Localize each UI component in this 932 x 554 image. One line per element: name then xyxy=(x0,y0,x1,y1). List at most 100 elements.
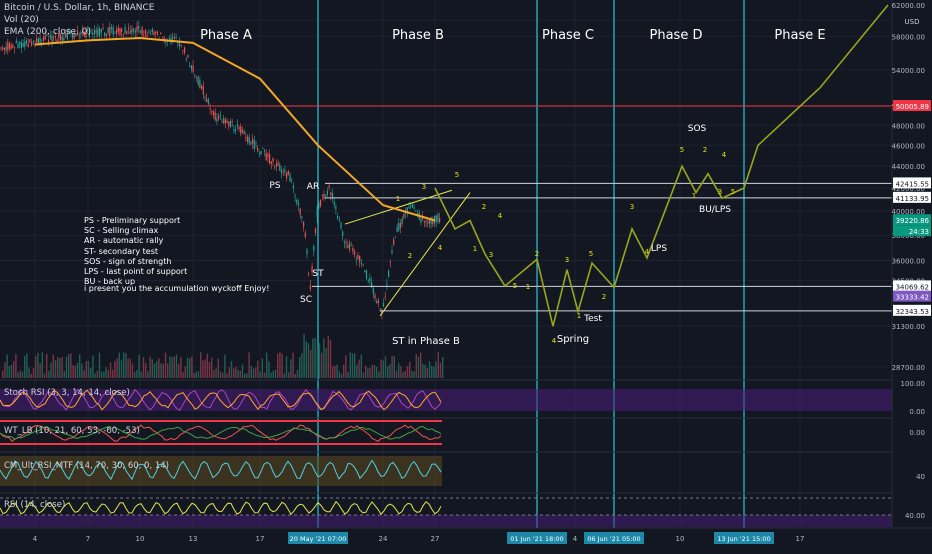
candle-body xyxy=(299,208,301,215)
candle-body xyxy=(350,244,352,246)
rsi-band xyxy=(0,515,892,527)
candle-body xyxy=(66,32,68,39)
volume-bar xyxy=(193,373,195,378)
candle-body xyxy=(144,29,147,34)
volume-bar xyxy=(376,366,378,378)
candle-body xyxy=(223,117,225,124)
candle-body xyxy=(393,239,395,245)
volume-bar xyxy=(400,366,402,378)
stoch-d xyxy=(0,389,442,411)
volume-bar xyxy=(433,366,435,378)
candle-body xyxy=(2,47,4,50)
candle-body xyxy=(78,34,80,37)
candle-body xyxy=(5,46,7,52)
wyckoff-label: LPS xyxy=(651,244,667,254)
candle-body xyxy=(435,215,437,223)
price-axis[interactable]: USD62000.0058000.0054000.0050000.0048000… xyxy=(891,0,932,550)
volume-bar xyxy=(123,352,125,378)
volume-bar xyxy=(222,372,224,378)
candle-body xyxy=(184,47,186,53)
candle-body xyxy=(192,65,194,73)
volume-bar xyxy=(65,356,68,378)
volume-bar xyxy=(57,356,59,378)
candle-body xyxy=(328,185,330,188)
candle-body xyxy=(367,280,369,282)
candle-body xyxy=(182,49,184,51)
cm-rsi-fill xyxy=(0,456,442,486)
candle-body xyxy=(279,164,281,171)
date-badge-text: 06 Jun '21 05:00 xyxy=(587,535,640,543)
candle-body xyxy=(253,140,255,149)
candle-body xyxy=(163,37,165,40)
candle-body xyxy=(398,223,400,231)
volume-bar xyxy=(323,338,325,378)
volume-bar xyxy=(395,370,398,378)
wave-number: 5 xyxy=(589,250,593,258)
volume-bar xyxy=(125,353,127,378)
volume-bar xyxy=(131,363,134,378)
volume-bar xyxy=(299,356,301,378)
candle-body xyxy=(134,30,136,33)
wave-number: 4 xyxy=(438,244,443,252)
candle-body xyxy=(155,31,157,33)
candle-body xyxy=(97,28,99,36)
volume-bar xyxy=(417,356,420,378)
volume-bar xyxy=(169,356,171,378)
volume-bar xyxy=(351,353,354,378)
volume-bar xyxy=(120,359,123,378)
stoch-rsi-label: Stoch RSI (3, 3, 14, 14, close) xyxy=(4,388,130,398)
candle-body xyxy=(214,112,216,120)
candle-body xyxy=(51,36,53,42)
volume-bar xyxy=(303,333,305,378)
volume-bar xyxy=(24,355,26,378)
wyckoff-label: AR xyxy=(307,182,319,192)
candle-body xyxy=(25,40,28,44)
candle-body xyxy=(323,194,325,199)
phase-label: Phase A xyxy=(200,28,252,43)
candle-body xyxy=(15,40,17,44)
candle-body xyxy=(432,219,434,225)
volume-bar xyxy=(54,360,57,378)
volume-bar xyxy=(103,371,105,378)
volume-bar xyxy=(195,371,197,378)
candle-body xyxy=(399,223,402,228)
candle-body xyxy=(382,303,385,307)
volume-bar xyxy=(213,369,215,378)
phase-labels: Phase A Phase B Phase C Phase D Phase E xyxy=(200,28,826,43)
volume-bar xyxy=(167,363,169,378)
price-tick: 42000.00 xyxy=(892,185,925,193)
candle-body xyxy=(423,220,425,223)
candle-body xyxy=(320,200,322,206)
volume-bars xyxy=(2,333,444,378)
candle-body xyxy=(246,136,249,142)
volume-bar xyxy=(248,352,250,378)
candle-body xyxy=(150,33,152,35)
candle-body xyxy=(377,300,379,304)
volume-bar xyxy=(402,372,404,378)
candle-body xyxy=(104,32,106,36)
volume-bar xyxy=(294,373,296,378)
candle-body xyxy=(73,33,75,39)
volume-bar xyxy=(48,370,50,378)
candle-body xyxy=(369,278,371,282)
price-badge xyxy=(893,191,931,203)
candle-body xyxy=(338,220,340,222)
volume-bar xyxy=(72,365,74,378)
volume-bar xyxy=(393,356,395,378)
candle-body xyxy=(58,33,60,39)
candle-body xyxy=(160,32,162,35)
candle-body xyxy=(12,44,14,48)
volume-bar xyxy=(118,352,120,378)
wyckoff-label: Test xyxy=(583,314,602,324)
time-axis[interactable]: 4 7 10 13 17 24 27 4 10 17 20 May '21 07:00 01 Jun … xyxy=(0,527,932,550)
candle-body xyxy=(112,27,114,35)
candle-body xyxy=(3,47,5,50)
candle-body xyxy=(306,249,308,254)
volume-bar xyxy=(21,371,24,378)
wave-number: 1 xyxy=(526,283,530,291)
candle-body xyxy=(148,31,150,33)
volume-bar xyxy=(81,363,83,378)
volume-bar xyxy=(329,340,332,378)
volume-bar xyxy=(4,362,6,378)
volume-bar xyxy=(101,371,103,378)
